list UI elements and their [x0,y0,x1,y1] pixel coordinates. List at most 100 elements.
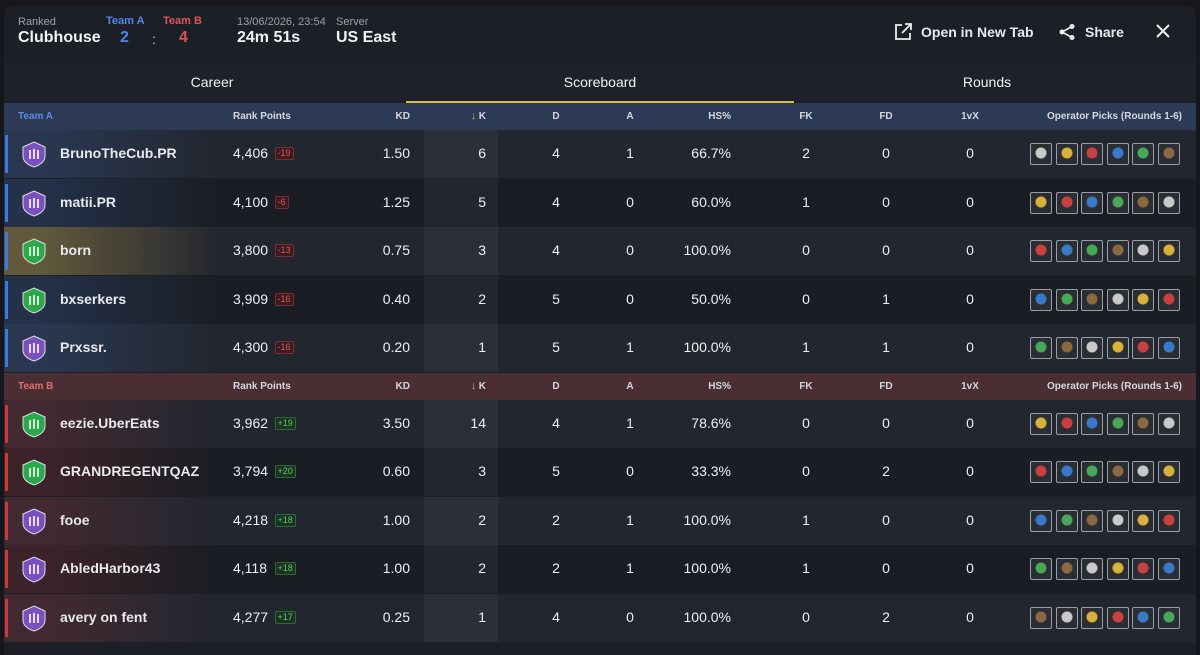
stat-cell: 0 [626,608,634,625]
stat-cell: 1 [626,339,634,355]
stat-cell: 1.00 [382,560,410,576]
operator-icon [1132,606,1154,629]
team-name: Team A [18,111,54,122]
rank-badge [22,556,46,583]
rank-badge [22,507,46,535]
score-separator: : [152,31,156,47]
rank-points: 3,909 [233,290,269,307]
operator-icon [1055,288,1078,311]
active-tab-underline [406,101,794,103]
column-header: FK [799,111,813,122]
team-accent-bar [5,501,8,540]
stat-cell: 0 [802,608,810,625]
stat-cell: 2 [478,290,486,307]
stat-cell: 2 [882,463,890,479]
team-accent-bar [5,598,8,637]
operator-icon [1157,412,1180,435]
stat-cell: 1 [802,511,810,528]
operator-icon [1132,337,1154,359]
stat-cell: 1 [478,339,486,355]
rank-badge-icon [22,286,46,314]
operator-icon [1055,191,1078,214]
stat-cell: 4 [552,414,560,431]
team-header-row: Team A Rank Points KD ↓ K D A HS% FK FD 1vX Operat… [4,103,1196,130]
player-row: BrunoTheCub.PR 4,406 -19 1.50 6 4 1 66.7% 2 0 0 [4,130,1196,178]
rank-delta: -6 [274,195,289,209]
rank-delta: -16 [274,292,294,306]
stat-cell: 0.20 [382,339,410,355]
column-header: ↓ K [470,380,486,392]
operator-icon [1157,558,1180,580]
rank-delta: -19 [274,147,294,160]
rank-badge-icon [22,189,46,217]
operator-icon [1081,191,1103,214]
stat-cell: 100.0% [683,242,731,258]
stat-cell: 0 [966,463,974,479]
player-name: fooe [60,511,90,528]
stat-cell: 100.0% [683,560,731,576]
stat-cell: 1 [802,339,810,355]
player-row: matii.PR 4,100 -6 1.25 5 4 0 60.0% 1 0 0 [4,178,1196,227]
operator-icon [1055,240,1078,262]
player-row: avery on fent 4,277 +17 0.25 1 4 0 100.0% 0 2 0 [4,593,1196,642]
team-header-row: Team B Rank Points KD ↓ K D A HS% FK FD 1vX Operat… [4,372,1196,400]
stat-cell: 4 [552,193,560,210]
match-duration: 24m 51s [237,29,301,46]
player-name: matii.PR [60,193,117,210]
player-row: AbledHarbor43 4,118 +18 1.00 2 2 1 100.0% 1 0 0 [4,545,1196,593]
stat-cell: 0 [802,290,810,307]
team-b-score: 4 [179,29,188,46]
rank-points: 3,962 [233,414,269,431]
stat-cell: 66.7% [691,145,731,161]
player-name: avery on fent [60,608,148,625]
rank-points: 3,794 [233,463,269,479]
stat-cell: 2 [478,511,486,528]
stat-cell: 2 [802,145,810,161]
open-new-tab-button[interactable]: Open in New Tab [894,21,1034,43]
close-button[interactable] [1156,24,1170,38]
rank-badge-icon [22,604,46,632]
column-header: D [552,380,560,392]
operator-icon [1055,606,1078,629]
tab[interactable]: Career [190,74,234,90]
column-header: FK [799,380,813,392]
team-accent-bar [5,329,8,367]
player-name: bxserkers [60,290,127,307]
tab[interactable]: Rounds [962,74,1012,90]
stat-cell: 0.25 [382,608,410,625]
stat-cell: 2 [478,560,486,576]
tab[interactable]: Scoreboard [563,74,637,90]
player-name: GRANDREGENTQAZ [60,463,200,479]
stat-cell: 0 [966,511,974,528]
operator-icon [1030,337,1052,359]
share-button[interactable]: Share [1058,21,1124,43]
operator-icon [1157,606,1180,629]
stat-cell: 0 [882,511,890,528]
stat-cell: 2 [552,560,560,576]
stat-cell: 0 [882,145,890,161]
rank-points: 4,300 [233,339,269,355]
operator-icon [1081,240,1103,262]
stat-cell: 1 [882,290,890,307]
rank-badge-icon [22,556,46,583]
stat-cell: 1.25 [382,193,410,210]
stat-cell: 100.0% [683,608,731,625]
stat-cell: 2 [882,608,890,625]
operator-icon [1081,509,1103,532]
k-column-highlight [424,545,498,593]
operator-icon [1081,143,1103,165]
mode-label: Ranked [18,16,56,28]
rank-badge-icon [22,507,46,535]
rank-badge [22,335,46,362]
column-header: Operator Picks (Rounds 1-6) [1046,111,1182,122]
rank-delta: +18 [274,562,296,575]
k-column-highlight [424,399,498,448]
operator-icon [1157,288,1180,311]
rank-points: 4,277 [233,608,269,625]
stat-cell: 1 [626,414,634,431]
rank-badge [22,459,46,486]
team-a-score: 2 [120,29,129,46]
stat-cell: 0 [966,339,974,355]
operator-icon [1106,461,1129,483]
